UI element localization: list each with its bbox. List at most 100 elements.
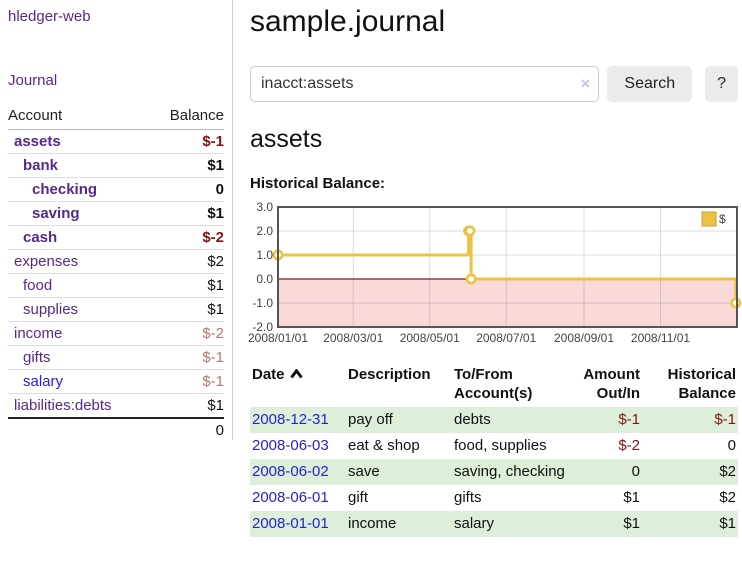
svg-text:0.0: 0.0	[256, 272, 273, 286]
search-input[interactable]	[250, 66, 600, 102]
balance-column-header: Balance	[149, 104, 224, 130]
transaction-amount: $-1	[618, 411, 640, 428]
svg-text:-2.0: -2.0	[252, 320, 273, 334]
transaction-row: 2008-06-02 save saving, checking 0 $2	[250, 459, 738, 485]
account-link-liabilities-debts[interactable]: liabilities:debts	[14, 397, 112, 414]
account-balance: $1	[149, 273, 224, 298]
account-row: income $-2	[8, 321, 224, 346]
sort-ascending-icon	[289, 365, 303, 384]
account-link-checking[interactable]: checking	[32, 181, 98, 198]
account-row: checking 0	[8, 177, 224, 202]
account-balance: $-1	[149, 345, 224, 370]
svg-text:2008/03/01: 2008/03/01	[323, 331, 383, 345]
account-row: gifts $-1	[8, 345, 224, 370]
transaction-amount: 0	[631, 463, 640, 480]
svg-text:2008/11/01: 2008/11/01	[631, 331, 690, 345]
account-balance: $1	[149, 201, 224, 226]
account-link-income[interactable]: income	[14, 325, 63, 342]
svg-text:2.0: 2.0	[256, 224, 273, 238]
chart-title: Historical Balance:	[250, 175, 386, 192]
account-row: liabilities:debts $1	[8, 393, 224, 419]
account-row: saving $1	[8, 201, 224, 226]
page-title: sample.journal	[250, 5, 446, 38]
account-row: supplies $1	[8, 297, 224, 322]
transactions-body: 2008-12-31 pay off debts $-1 $-1 2008-06-03 ea…	[250, 407, 738, 537]
transaction-accounts: debts	[454, 411, 491, 428]
transaction-amount: $1	[623, 515, 640, 532]
account-link-saving[interactable]: saving	[32, 205, 80, 222]
transaction-balance: 0	[727, 437, 736, 454]
search-form: × Search ?	[250, 66, 738, 102]
account-row: food $1	[8, 273, 224, 298]
accounts-column-header: To/From Account(s)	[454, 366, 533, 402]
transaction-balance: $2	[719, 463, 736, 480]
account-link-salary[interactable]: salary	[23, 373, 64, 390]
sidebar-item-journal[interactable]: Journal	[8, 72, 58, 89]
transaction-description: gift	[348, 489, 369, 506]
transaction-date-link[interactable]: 2008-06-01	[252, 489, 329, 506]
main-content: sample.journal × Search ? assets Histori…	[248, 0, 742, 537]
accounts-total-row: 0	[8, 417, 224, 442]
historical-balance-chart: 3.0 2.0 1.0 0.0 -1.0 -2.0 2008/01/01 2008/03/01…	[248, 199, 742, 352]
transaction-amount: $-2	[618, 437, 640, 454]
clear-search-icon[interactable]: ×	[580, 74, 591, 93]
svg-text:$: $	[719, 212, 726, 226]
transaction-balance: $2	[719, 489, 736, 506]
transactions-header-row: Date Description To/From Account(s) Amou…	[250, 363, 738, 407]
account-balance: $-1	[149, 369, 224, 394]
account-balance: $-2	[149, 225, 224, 250]
transaction-accounts: salary	[454, 515, 495, 532]
transaction-description: pay off	[348, 411, 393, 428]
account-link-cash[interactable]: cash	[23, 229, 58, 246]
svg-text:2008/05/01: 2008/05/01	[400, 331, 460, 345]
svg-text:2008/01/01: 2008/01/01	[248, 331, 308, 345]
transaction-date-link[interactable]: 2008-01-01	[252, 515, 329, 532]
transaction-date-link[interactable]: 2008-06-03	[252, 437, 329, 454]
help-button[interactable]: ?	[705, 66, 738, 102]
account-row: bank $1	[8, 153, 224, 178]
app-brand-link[interactable]: hledger-web	[8, 8, 91, 25]
transaction-description: income	[348, 515, 397, 532]
transactions-table: Date Description To/From Account(s) Amou…	[250, 363, 738, 537]
account-link-bank[interactable]: bank	[23, 157, 59, 174]
description-column-header: Description	[348, 366, 431, 383]
account-link-gifts[interactable]: gifts	[23, 349, 51, 366]
transaction-description: save	[348, 463, 380, 480]
transaction-row: 2008-06-01 gift gifts $1 $2	[250, 485, 738, 511]
svg-text:2008/09/01: 2008/09/01	[554, 331, 614, 345]
account-row: expenses $2	[8, 249, 224, 274]
account-balance: $1	[149, 297, 224, 322]
transaction-balance: $-1	[714, 411, 736, 428]
account-title: assets	[250, 125, 323, 153]
amount-column-header: Amount Out/In	[583, 366, 640, 402]
transaction-row: 2008-12-31 pay off debts $-1 $-1	[250, 407, 738, 433]
svg-text:2008/07/01: 2008/07/01	[476, 331, 536, 345]
account-balance: 0	[149, 177, 224, 202]
account-balance: $-2	[149, 321, 224, 346]
transaction-amount: $1	[623, 489, 640, 506]
svg-text:-1.0: -1.0	[252, 296, 273, 310]
account-column-header: Account	[8, 104, 150, 130]
transaction-description: eat & shop	[348, 437, 420, 454]
account-balance: $1	[149, 153, 224, 178]
account-row: assets $-1	[8, 129, 224, 154]
sidebar: hledger-web Journal Account Balance asse…	[0, 0, 233, 442]
transaction-row: 2008-01-01 income salary $1 $1	[250, 511, 738, 537]
account-link-expenses[interactable]: expenses	[14, 253, 79, 270]
account-link-food[interactable]: food	[23, 277, 53, 294]
svg-text:3.0: 3.0	[256, 200, 273, 214]
transaction-accounts: saving, checking	[454, 463, 565, 480]
search-button[interactable]: Search	[607, 66, 693, 102]
account-balance: $1	[149, 393, 224, 419]
transaction-accounts: gifts	[454, 489, 482, 506]
transaction-date-link[interactable]: 2008-12-31	[252, 411, 329, 428]
account-tree: Account Balance assets $-1 bank $1 checking 0…	[8, 104, 224, 442]
transaction-date-link[interactable]: 2008-06-02	[252, 463, 329, 480]
account-row: salary $-1	[8, 369, 224, 394]
accounts-total-value: 0	[149, 417, 224, 442]
account-link-supplies[interactable]: supplies	[23, 301, 79, 318]
account-link-assets[interactable]: assets	[14, 133, 61, 150]
account-tree-body: assets $-1 bank $1 checking 0 saving $1 cash $-2 e…	[8, 129, 224, 442]
date-column-header[interactable]: Date	[250, 363, 346, 407]
